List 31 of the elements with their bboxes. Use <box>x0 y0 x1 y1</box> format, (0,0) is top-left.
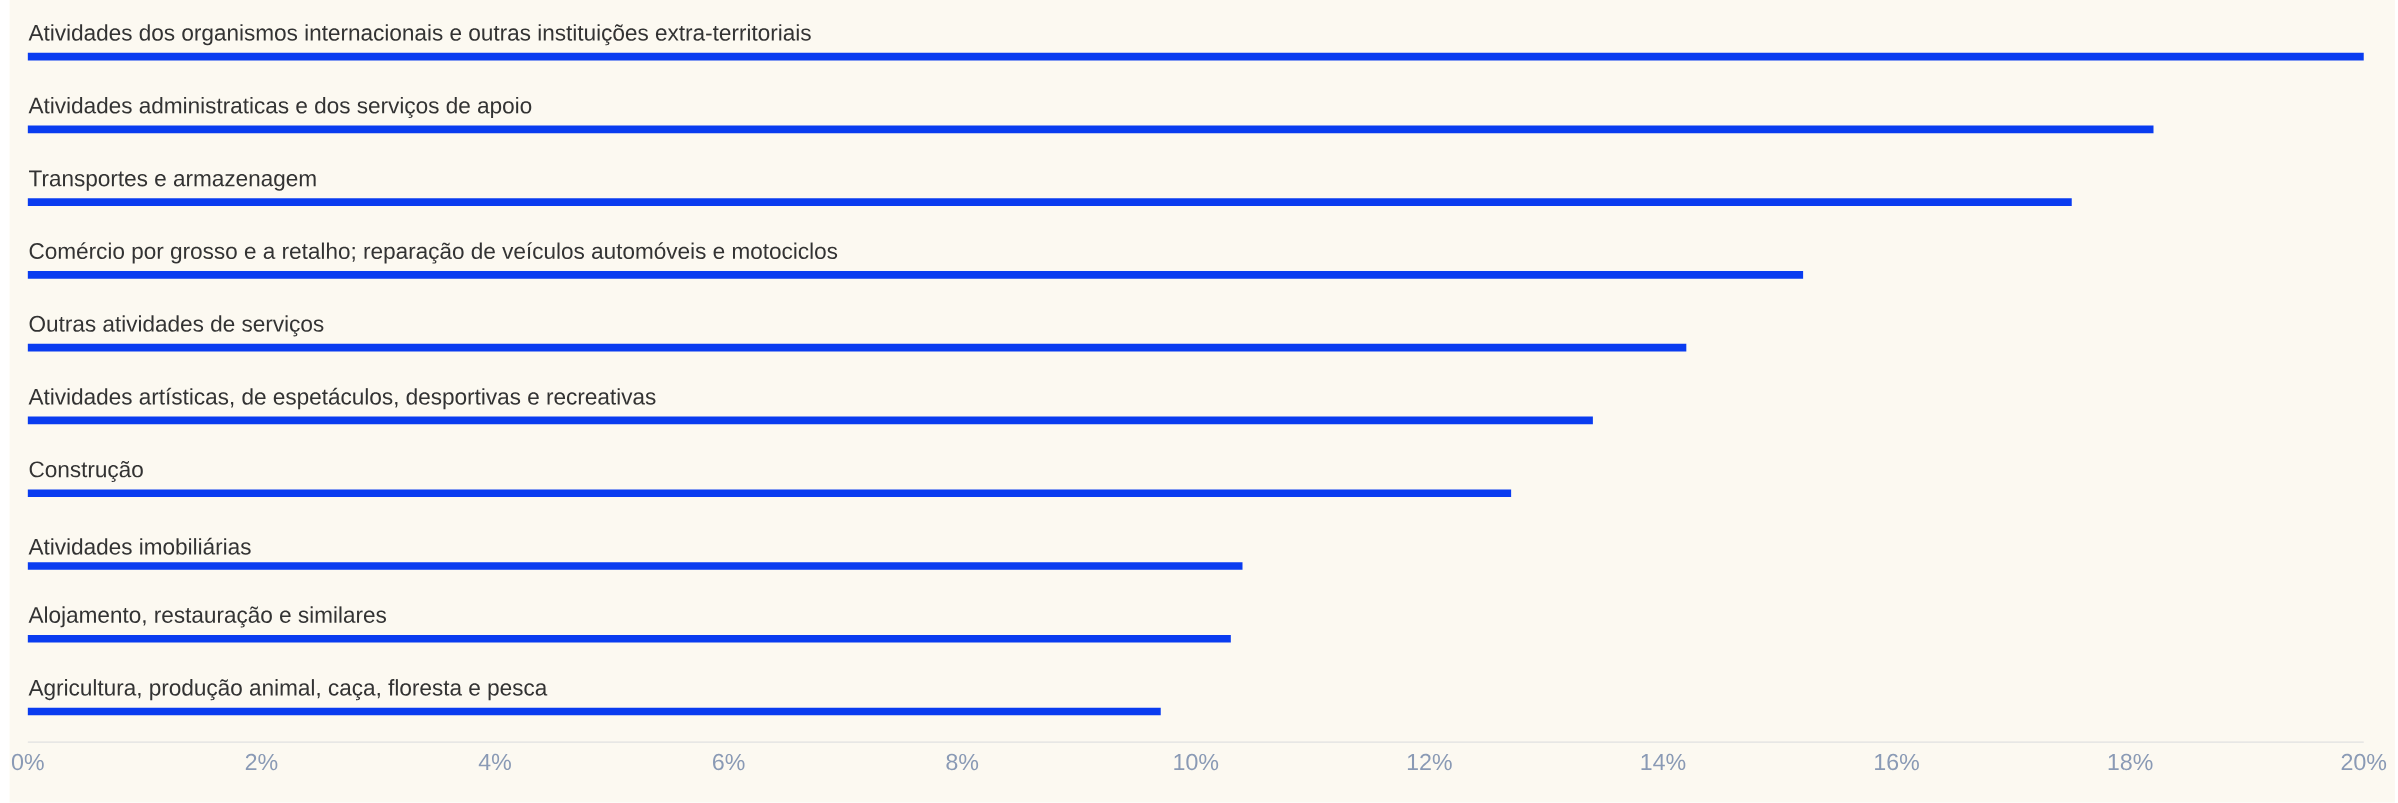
bar <box>27 635 1231 643</box>
x-tick-label: 20% <box>2341 753 2387 771</box>
y-tick-label: Atividades artísticas, de espetáculos, desportivas e recreativas <box>28 387 656 410</box>
bar <box>27 343 1687 352</box>
y-tick-label: Construção <box>29 461 143 483</box>
y-tick-label: Atividades dos organismos internacionais e outras instituições extra-territoriais <box>28 24 811 46</box>
x-tick-label: 12% <box>1407 753 1452 771</box>
y-tick-label: Agricultura, produção animal, caça, floresta e pesca <box>28 679 548 701</box>
bar <box>27 562 1243 570</box>
x-tick-label: 14% <box>1641 753 1686 771</box>
x-tick-label: 6% <box>713 753 745 771</box>
x-tick-label: 18% <box>2108 753 2153 771</box>
bar <box>27 125 2154 134</box>
bar <box>27 271 1804 279</box>
bar <box>27 707 1161 716</box>
x-tick-label: 0% <box>11 753 44 771</box>
y-tick-label: Alojamento, restauração e similares <box>28 606 386 628</box>
bar <box>27 52 2364 61</box>
y-tick-label: Outras atividades de serviços <box>29 315 324 337</box>
x-tick-label: 8% <box>946 753 979 771</box>
y-tick-label: Transportes e armazenagem <box>29 170 316 191</box>
y-tick-label: Atividades imobiliárias <box>28 537 251 555</box>
x-tick-label: 4% <box>478 753 511 771</box>
y-tick-label: Comércio por grosso e a retalho; reparação de veículos automóveis e motociclos <box>29 242 838 264</box>
x-tick-label: 2% <box>245 753 278 771</box>
y-tick-label: Atividades administraticas e dos serviços de apoio <box>28 97 532 119</box>
bar <box>27 489 1512 498</box>
x-tick-label: 16% <box>1875 753 1919 771</box>
bar <box>27 198 2072 207</box>
x-tick-label: 10% <box>1174 753 1219 771</box>
bar <box>27 416 1593 425</box>
